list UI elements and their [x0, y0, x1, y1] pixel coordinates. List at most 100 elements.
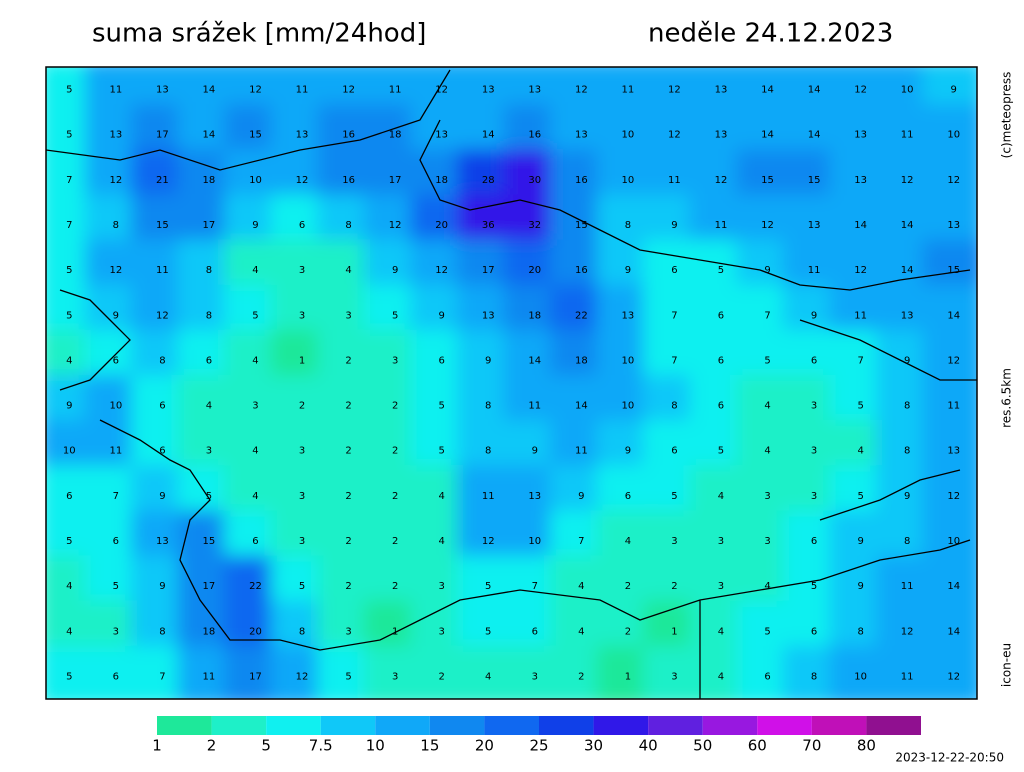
legend-label: 80 [857, 737, 876, 755]
precip-value: 13 [854, 130, 867, 141]
precip-value: 3 [811, 446, 817, 457]
precip-value: 8 [206, 310, 212, 321]
precip-value: 4 [252, 355, 258, 366]
precip-value: 21 [156, 175, 169, 186]
precip-value: 12 [947, 491, 960, 502]
precip-value: 2 [671, 581, 677, 592]
legend-swatch [757, 716, 812, 735]
precip-value: 2 [345, 536, 351, 547]
precip-value: 7 [671, 355, 677, 366]
precip-value: 14 [575, 401, 588, 412]
precip-value: 32 [528, 220, 541, 231]
precip-value: 8 [345, 220, 351, 231]
precip-value: 17 [389, 175, 402, 186]
precip-value: 7 [66, 175, 72, 186]
precip-value: 9 [113, 310, 119, 321]
precip-value: 3 [671, 671, 677, 682]
precip-value: 2 [438, 671, 444, 682]
legend-label: 7.5 [309, 737, 333, 755]
precip-value: 11 [296, 85, 309, 96]
precip-value: 5 [66, 265, 72, 276]
precip-value: 3 [392, 671, 398, 682]
precip-value: 15 [575, 220, 588, 231]
precip-value: 9 [485, 355, 491, 366]
precip-value: 9 [811, 310, 817, 321]
resolution: res.6.5km [1000, 368, 1014, 428]
precip-value: 16 [575, 265, 588, 276]
precip-value: 11 [808, 265, 821, 276]
precip-value: 6 [811, 536, 817, 547]
legend-swatch [211, 716, 267, 735]
precip-value: 4 [66, 581, 72, 592]
precip-value: 14 [854, 220, 867, 231]
precip-value: 6 [625, 491, 631, 502]
precip-value: 9 [438, 310, 444, 321]
precip-value: 13 [947, 446, 960, 457]
precip-value: 17 [249, 671, 262, 682]
precip-value: 6 [113, 355, 119, 366]
precip-value: 2 [299, 401, 305, 412]
precip-value: 9 [66, 401, 72, 412]
precip-value: 1 [671, 626, 677, 637]
precip-value: 20 [249, 626, 262, 637]
precip-value: 1 [299, 355, 305, 366]
precip-value: 10 [622, 130, 635, 141]
precip-value: 12 [109, 265, 122, 276]
precip-value: 18 [435, 175, 448, 186]
precip-value: 10 [249, 175, 262, 186]
precip-value: 3 [345, 310, 351, 321]
precip-value: 5 [671, 491, 677, 502]
precip-value: 3 [764, 491, 770, 502]
precip-value: 6 [671, 265, 677, 276]
precip-value: 6 [252, 536, 258, 547]
precip-value: 8 [159, 626, 165, 637]
precip-value: 3 [299, 446, 305, 457]
precip-value: 3 [532, 671, 538, 682]
precip-value: 8 [485, 401, 491, 412]
precip-value: 6 [113, 536, 119, 547]
precip-value: 2 [578, 671, 584, 682]
precip-value: 15 [947, 265, 960, 276]
precip-value: 4 [252, 446, 258, 457]
precip-value: 7 [671, 310, 677, 321]
precip-value: 12 [109, 175, 122, 186]
precip-value: 10 [528, 536, 541, 547]
precip-value: 4 [345, 265, 351, 276]
precip-value: 9 [857, 581, 863, 592]
precip-value: 6 [718, 355, 724, 366]
precip-value: 11 [528, 401, 541, 412]
precip-value: 9 [625, 446, 631, 457]
precip-value: 12 [854, 85, 867, 96]
precip-value: 13 [854, 175, 867, 186]
precip-value: 11 [109, 85, 122, 96]
precip-value: 20 [528, 265, 541, 276]
precip-value: 12 [901, 626, 914, 637]
precip-value: 14 [203, 130, 216, 141]
precip-value: 14 [203, 85, 216, 96]
precip-value: 11 [109, 446, 122, 457]
precip-value: 5 [252, 310, 258, 321]
precip-value: 4 [857, 446, 863, 457]
precip-value: 11 [622, 85, 635, 96]
precip-value: 6 [438, 355, 444, 366]
precip-value: 14 [947, 581, 960, 592]
precip-value: 13 [575, 130, 588, 141]
precip-value: 11 [901, 130, 914, 141]
precip-value: 8 [811, 671, 817, 682]
precip-value: 4 [764, 581, 770, 592]
timestamp: 2023-12-22-20:50 [895, 751, 1004, 765]
precip-value: 7 [857, 355, 863, 366]
precip-value: 14 [808, 85, 821, 96]
precip-value: 3 [113, 626, 119, 637]
precip-value: 12 [761, 220, 774, 231]
legend-label: 5 [261, 737, 271, 755]
precip-value: 2 [625, 626, 631, 637]
precip-value: 6 [532, 626, 538, 637]
precip-value: 4 [66, 626, 72, 637]
precip-value: 5 [857, 491, 863, 502]
precip-value: 15 [761, 175, 774, 186]
precip-value: 13 [901, 310, 914, 321]
precip-value: 13 [482, 85, 495, 96]
